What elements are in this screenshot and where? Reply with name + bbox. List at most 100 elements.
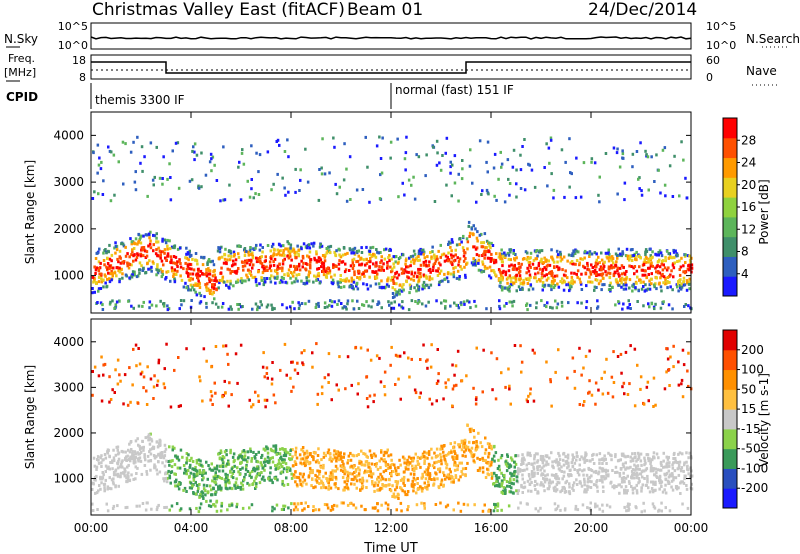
echo-cell <box>533 266 536 270</box>
echo-cell <box>368 252 371 256</box>
echo-cell <box>552 466 555 470</box>
echo-cell <box>392 262 395 266</box>
echo-cell <box>262 460 266 464</box>
echo-cell <box>420 249 423 252</box>
echo-cell <box>262 447 266 451</box>
echo-cell <box>620 264 624 268</box>
echo-cell <box>509 490 513 494</box>
echo-cell <box>682 481 686 485</box>
echo-cell <box>276 467 280 471</box>
echo-cell <box>497 464 501 468</box>
echo-cell <box>690 482 693 486</box>
echo-cell <box>236 278 240 282</box>
echo-cell <box>272 260 275 263</box>
echo-cell <box>643 477 646 480</box>
echo-cell <box>664 255 667 259</box>
echo-cell <box>663 146 667 150</box>
echo-cell <box>466 503 470 507</box>
echo-cell <box>293 280 296 284</box>
echo-cell <box>628 382 631 386</box>
echo-cell <box>270 449 273 453</box>
echo-cell <box>250 475 253 479</box>
echo-cell <box>520 370 523 374</box>
echo-cell <box>94 272 97 275</box>
echo-cell <box>102 259 106 262</box>
echo-cell <box>454 265 457 269</box>
echo-cell <box>542 464 546 468</box>
echo-cell <box>312 280 315 284</box>
echo-cell <box>134 439 138 443</box>
echo-cell <box>458 277 461 281</box>
echo-cell <box>114 368 117 372</box>
echo-cell <box>628 256 631 260</box>
echo-cell <box>386 467 390 470</box>
echo-cell <box>115 266 118 270</box>
echo-cell <box>321 262 324 266</box>
echo-cell <box>353 273 356 277</box>
echo-cell <box>551 306 554 310</box>
echo-cell <box>666 286 669 290</box>
echo-cell <box>202 487 206 491</box>
echo-cell <box>578 403 582 406</box>
echo-cell <box>447 477 451 481</box>
echo-cell <box>488 442 491 446</box>
echo-cell <box>205 288 209 292</box>
echo-cell <box>238 472 242 476</box>
echo-cell <box>379 157 383 160</box>
echo-cell <box>687 304 690 308</box>
echo-cell <box>202 476 205 480</box>
echo-cell <box>425 468 428 472</box>
echo-cell <box>626 306 629 310</box>
echo-cell <box>403 268 406 272</box>
echo-cell <box>197 267 200 271</box>
echo-cell <box>416 258 420 262</box>
echo-cell <box>676 285 679 289</box>
echo-cell <box>427 263 431 267</box>
echo-cell <box>351 472 354 476</box>
echo-cell <box>236 244 239 248</box>
echo-cell <box>150 269 153 273</box>
echo-cell <box>303 453 306 457</box>
echo-cell <box>108 243 111 247</box>
echo-cell <box>115 300 119 304</box>
echo-cell <box>412 489 415 493</box>
echo-cell <box>383 248 386 252</box>
echo-cell <box>460 461 463 465</box>
echo-cell <box>143 249 147 253</box>
echo-cell <box>611 255 614 259</box>
echo-cell <box>289 271 293 274</box>
echo-cell <box>584 354 588 358</box>
echo-cell <box>553 278 556 282</box>
echo-cell <box>287 268 291 272</box>
echo-cell <box>443 458 447 462</box>
echo-cell <box>321 137 324 141</box>
echo-cell <box>215 179 219 182</box>
echo-cell <box>403 193 406 197</box>
echo-cell <box>643 509 646 513</box>
echo-cell <box>602 262 605 266</box>
echo-cell <box>654 252 657 256</box>
echo-cell <box>269 280 273 284</box>
echo-cell <box>304 501 307 505</box>
echo-cell <box>453 301 456 305</box>
echo-cell <box>242 455 246 459</box>
echo-cell <box>614 252 618 256</box>
echo-cell <box>351 299 354 303</box>
echo-cell <box>185 456 189 460</box>
echo-cell <box>413 472 416 476</box>
echo-cell <box>381 285 384 289</box>
echo-cell <box>241 483 244 487</box>
echo-cell <box>141 304 144 308</box>
echo-cell <box>246 460 249 464</box>
echo-cell <box>208 291 212 295</box>
echo-cell <box>355 474 359 478</box>
echo-cell <box>604 470 608 474</box>
echo-cell <box>213 477 216 481</box>
echo-cell <box>683 270 687 274</box>
echo-cell <box>161 239 164 243</box>
echo-cell <box>439 279 443 283</box>
echo-cell <box>589 280 592 284</box>
echo-cell <box>548 478 551 482</box>
echo-cell <box>454 474 458 478</box>
echo-cell <box>338 253 341 257</box>
